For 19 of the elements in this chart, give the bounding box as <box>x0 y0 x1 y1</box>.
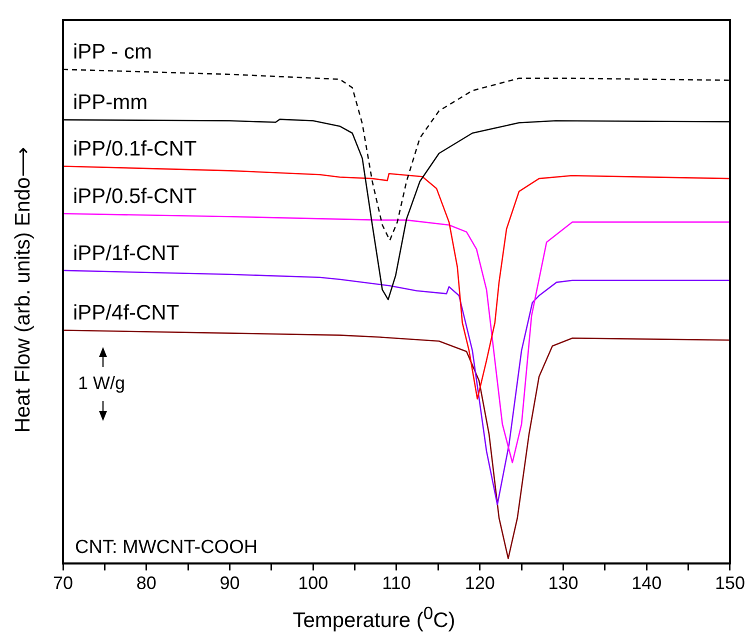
x-tick-label: 120 <box>464 573 495 594</box>
x-tick-label: 70 <box>52 573 74 594</box>
x-tick-label: 90 <box>220 573 240 594</box>
series-label: iPP - cm <box>73 40 152 64</box>
series-label: iPP/1f-CNT <box>73 242 180 265</box>
x-tick-label: 100 <box>298 573 328 594</box>
x-tick-label: 140 <box>632 573 662 594</box>
x-tick-label: 80 <box>136 573 156 594</box>
x-axis-title: Temperature ($^{0}$C) <box>292 603 456 633</box>
series-label: iPP/0.1f-CNT <box>73 138 197 161</box>
x-tick-label: 150 <box>714 573 746 594</box>
annotation: CNT: MWCNT-COOH <box>75 537 258 558</box>
series-label: iPP-mm <box>73 91 148 114</box>
annotation: 1 W/g <box>78 373 126 394</box>
y-axis-title: Heat Flow (arb. units) Endo⟶ <box>10 147 36 433</box>
series-label: iPP/0.5f-CNT <box>73 184 197 208</box>
x-tick-label: 130 <box>548 573 578 594</box>
series-label: iPP/4f-CNT <box>73 302 180 325</box>
x-tick-label: 110 <box>382 573 411 594</box>
